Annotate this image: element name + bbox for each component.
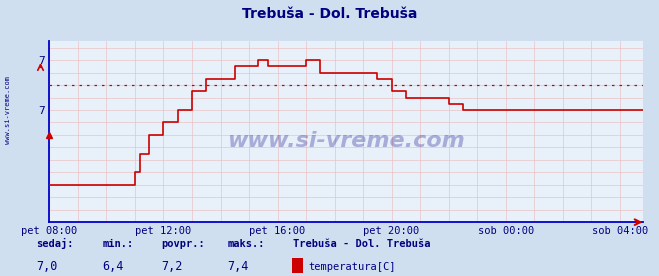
Text: 7,4: 7,4 [227,260,248,273]
Text: 6,4: 6,4 [102,260,123,273]
Text: Trebuša - Dol. Trebuša: Trebuša - Dol. Trebuša [242,7,417,21]
Text: 7,2: 7,2 [161,260,183,273]
Text: Trebuša - Dol. Trebuša: Trebuša - Dol. Trebuša [293,239,431,249]
Text: maks.:: maks.: [227,239,265,249]
Text: min.:: min.: [102,239,133,249]
Text: temperatura[C]: temperatura[C] [308,262,396,272]
Text: sedaj:: sedaj: [36,238,74,249]
Text: www.si-vreme.com: www.si-vreme.com [227,131,465,151]
Text: 7,0: 7,0 [36,260,57,273]
Text: povpr.:: povpr.: [161,239,205,249]
Text: www.si-vreme.com: www.si-vreme.com [5,76,11,144]
